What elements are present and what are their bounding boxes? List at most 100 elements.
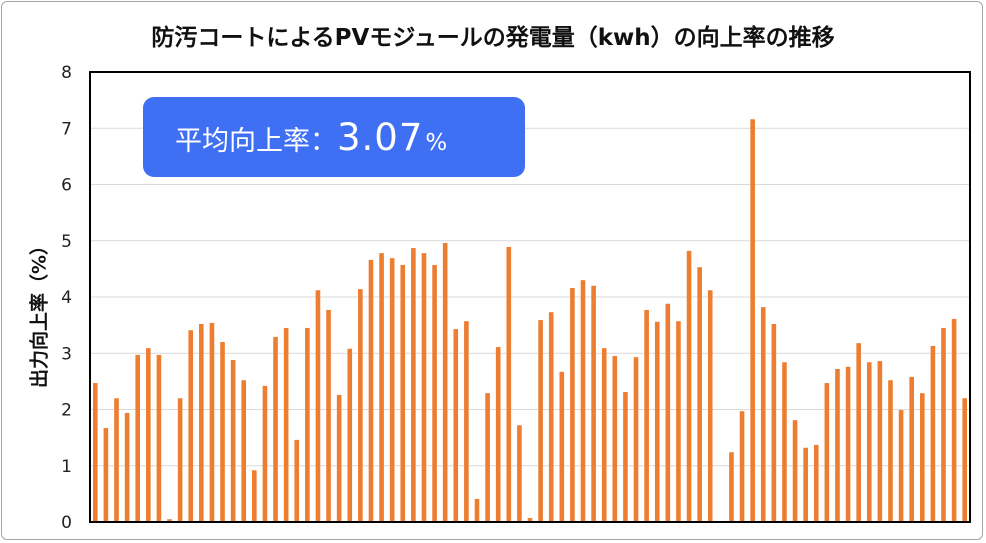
bar (686, 250, 692, 523)
bar (877, 361, 883, 523)
bar (792, 420, 798, 522)
bar (326, 309, 331, 522)
bar (103, 428, 109, 522)
bar (570, 288, 575, 522)
bar (941, 327, 946, 522)
bar (739, 411, 745, 522)
y-tick-label: 6 (61, 176, 72, 196)
bar (813, 444, 819, 522)
bar (517, 425, 522, 522)
bar (252, 470, 257, 522)
bar (750, 119, 755, 522)
bar (909, 376, 914, 523)
bar (803, 447, 808, 522)
bar (559, 371, 565, 522)
bar (856, 343, 861, 523)
bar (474, 498, 480, 522)
bar (601, 348, 607, 522)
bar (241, 380, 247, 522)
bar (167, 519, 172, 522)
bar (951, 318, 957, 522)
average-rate-annotation: 平均向上率： 3.07 % (143, 97, 525, 177)
bar (283, 327, 289, 522)
annotation-label: 平均向上率： (175, 125, 337, 157)
y-tick-label: 1 (61, 457, 72, 477)
bar (135, 354, 141, 522)
y-tick-label: 8 (61, 63, 72, 83)
gridlines (90, 127, 970, 467)
bar (199, 324, 204, 522)
bar (962, 398, 967, 522)
bar (538, 320, 543, 522)
y-tick-label: 3 (61, 344, 72, 364)
bar (697, 267, 702, 522)
bar (262, 385, 268, 523)
y-tick-label: 7 (61, 119, 72, 139)
bar (305, 327, 310, 522)
bar (729, 452, 734, 522)
bar (209, 322, 215, 523)
bar (898, 410, 904, 522)
bar (146, 348, 151, 522)
bar (177, 398, 183, 522)
bar (368, 259, 374, 523)
bar (665, 303, 671, 522)
bar (400, 264, 406, 522)
bar (421, 253, 427, 523)
bar (442, 243, 448, 522)
bar (294, 439, 300, 523)
bar (389, 258, 395, 522)
bar (495, 347, 501, 522)
bar (273, 336, 278, 522)
bar (782, 362, 787, 522)
bar (230, 360, 236, 522)
bar (824, 383, 830, 522)
bar (580, 280, 586, 523)
bar (379, 253, 384, 523)
bar (506, 246, 512, 522)
bar (453, 329, 459, 522)
bar (612, 356, 618, 522)
bar (760, 307, 766, 523)
bar (411, 248, 416, 522)
bar (315, 290, 321, 522)
y-tick-label: 4 (61, 288, 72, 308)
annotation-unit: % (425, 129, 448, 156)
bar (485, 393, 490, 522)
bar (591, 285, 596, 522)
bar (124, 412, 130, 523)
bar (93, 383, 98, 522)
bar (156, 354, 162, 522)
y-tick-labels: 0 1 2 3 4 5 6 7 8 (61, 63, 72, 533)
bar (464, 321, 469, 522)
bar (527, 518, 533, 522)
bar (771, 324, 777, 522)
bar (432, 264, 437, 522)
annotation-value: 3.07 (337, 115, 424, 159)
bar (220, 342, 225, 522)
bar (845, 366, 851, 522)
y-tick-label: 2 (61, 401, 72, 421)
bar (548, 312, 554, 522)
bar (633, 357, 639, 522)
plot-area-border (89, 71, 971, 523)
y-tick-label: 0 (61, 513, 72, 533)
bar (114, 398, 119, 522)
bar (676, 321, 681, 522)
bar (888, 380, 893, 522)
bars (93, 119, 967, 523)
bar (336, 394, 342, 523)
bar (347, 348, 353, 522)
bar (654, 321, 660, 522)
bar (835, 369, 840, 522)
bar (623, 392, 628, 522)
bar (188, 330, 194, 522)
bar (866, 362, 872, 522)
bar (930, 345, 936, 522)
bar (919, 393, 925, 522)
bar (358, 289, 363, 523)
bar (644, 309, 649, 522)
bar (707, 290, 713, 522)
